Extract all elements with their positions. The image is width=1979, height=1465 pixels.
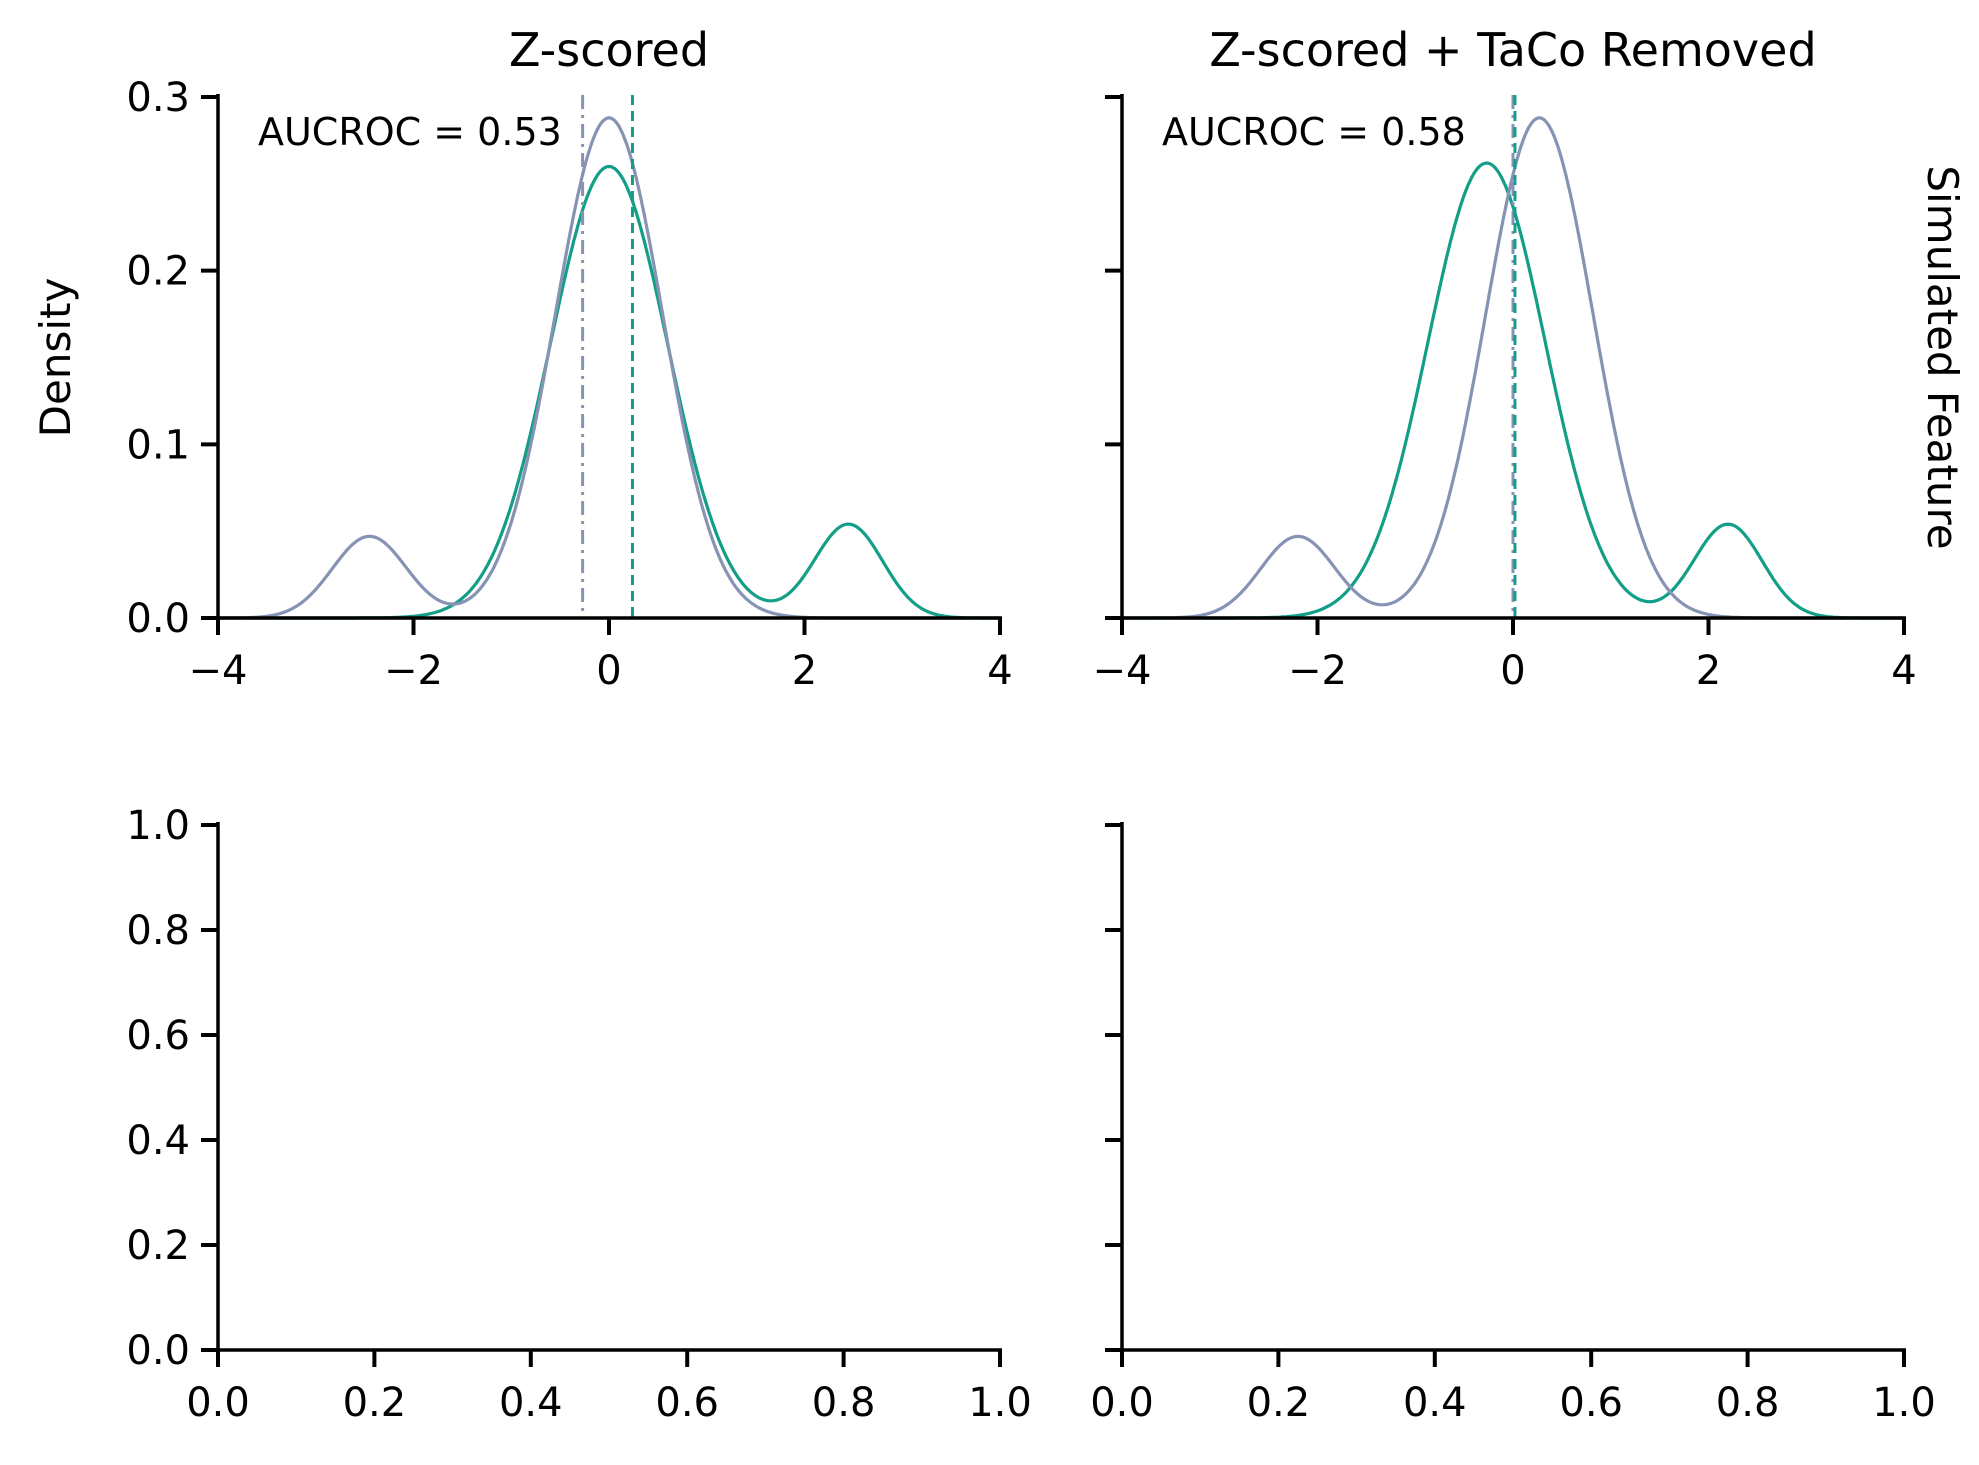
x-tick-label: 2 — [1696, 648, 1721, 694]
x-tick-label: −4 — [1093, 648, 1152, 694]
x-tick-label: 0.8 — [812, 1380, 876, 1426]
y-tick-label: 0.0 — [126, 596, 190, 642]
x-tick-label: 0.6 — [655, 1380, 719, 1426]
x-tick-label: 0.2 — [1247, 1380, 1311, 1426]
x-tick-label: 0.4 — [1403, 1380, 1467, 1426]
y-tick-label: 0.6 — [126, 1013, 190, 1059]
x-tick-label: 0.4 — [499, 1380, 563, 1426]
panel-4: 0.0 0.2 0.4 0.6 0.8 1.0 — [1090, 822, 1936, 1426]
y-tick-label: 0.0 — [126, 1328, 190, 1374]
x-tick-label: 0.2 — [343, 1380, 407, 1426]
x-tick-label: 0.8 — [1716, 1380, 1780, 1426]
aucroc-annotation: AUCROC = 0.58 — [1162, 110, 1466, 154]
y-tick-label: 0.1 — [126, 422, 190, 468]
x-tick-label: −2 — [1288, 648, 1347, 694]
x-tick-label: 4 — [987, 648, 1012, 694]
aucroc-annotation: AUCROC = 0.53 — [258, 110, 562, 154]
x-tick-label: 0 — [596, 648, 621, 694]
y-tick-label: 0.3 — [126, 75, 190, 121]
panel-title: Z-scored — [509, 23, 709, 77]
panel-title: Z-scored + TaCo Removed — [1209, 23, 1816, 77]
x-tick-label: 0.6 — [1559, 1380, 1623, 1426]
panel-3: 0.0 0.2 0.4 0.6 0.8 1.0 0.0 0.2 0.4 0.6 0.8 1.0 — [126, 803, 1031, 1426]
panel-2: −4 −2 0 2 4 Z-scored + TaCo Removed AUCROC = 0… — [1093, 23, 1967, 694]
x-tick-label: 0.0 — [1090, 1380, 1154, 1426]
x-tick-label: 0.0 — [186, 1380, 250, 1426]
y-tick-label: 1.0 — [126, 803, 190, 849]
x-tick-label: 2 — [792, 648, 817, 694]
x-tick-label: 4 — [1891, 648, 1916, 694]
x-tick-label: 1.0 — [968, 1380, 1032, 1426]
x-tick-label: 1.0 — [1872, 1380, 1936, 1426]
y-tick-label: 0.2 — [126, 249, 190, 295]
row-label: Simulated Feature — [1918, 165, 1967, 549]
y-tick-label: 0.4 — [126, 1118, 190, 1164]
x-tick-label: −4 — [189, 648, 248, 694]
y-axis-label: Density — [31, 278, 80, 438]
y-tick-label: 0.8 — [126, 908, 190, 954]
panel-1: −4 −2 0 2 4 0.0 0.1 0.2 0.3 Z-scored AUCROC = 0.53… — [31, 23, 1013, 694]
density-curve-1 — [218, 164, 1000, 620]
density-curve-2 — [218, 116, 1000, 620]
y-tick-label: 0.2 — [126, 1223, 190, 1269]
x-tick-label: −2 — [384, 648, 443, 694]
x-tick-label: 0 — [1500, 648, 1525, 694]
